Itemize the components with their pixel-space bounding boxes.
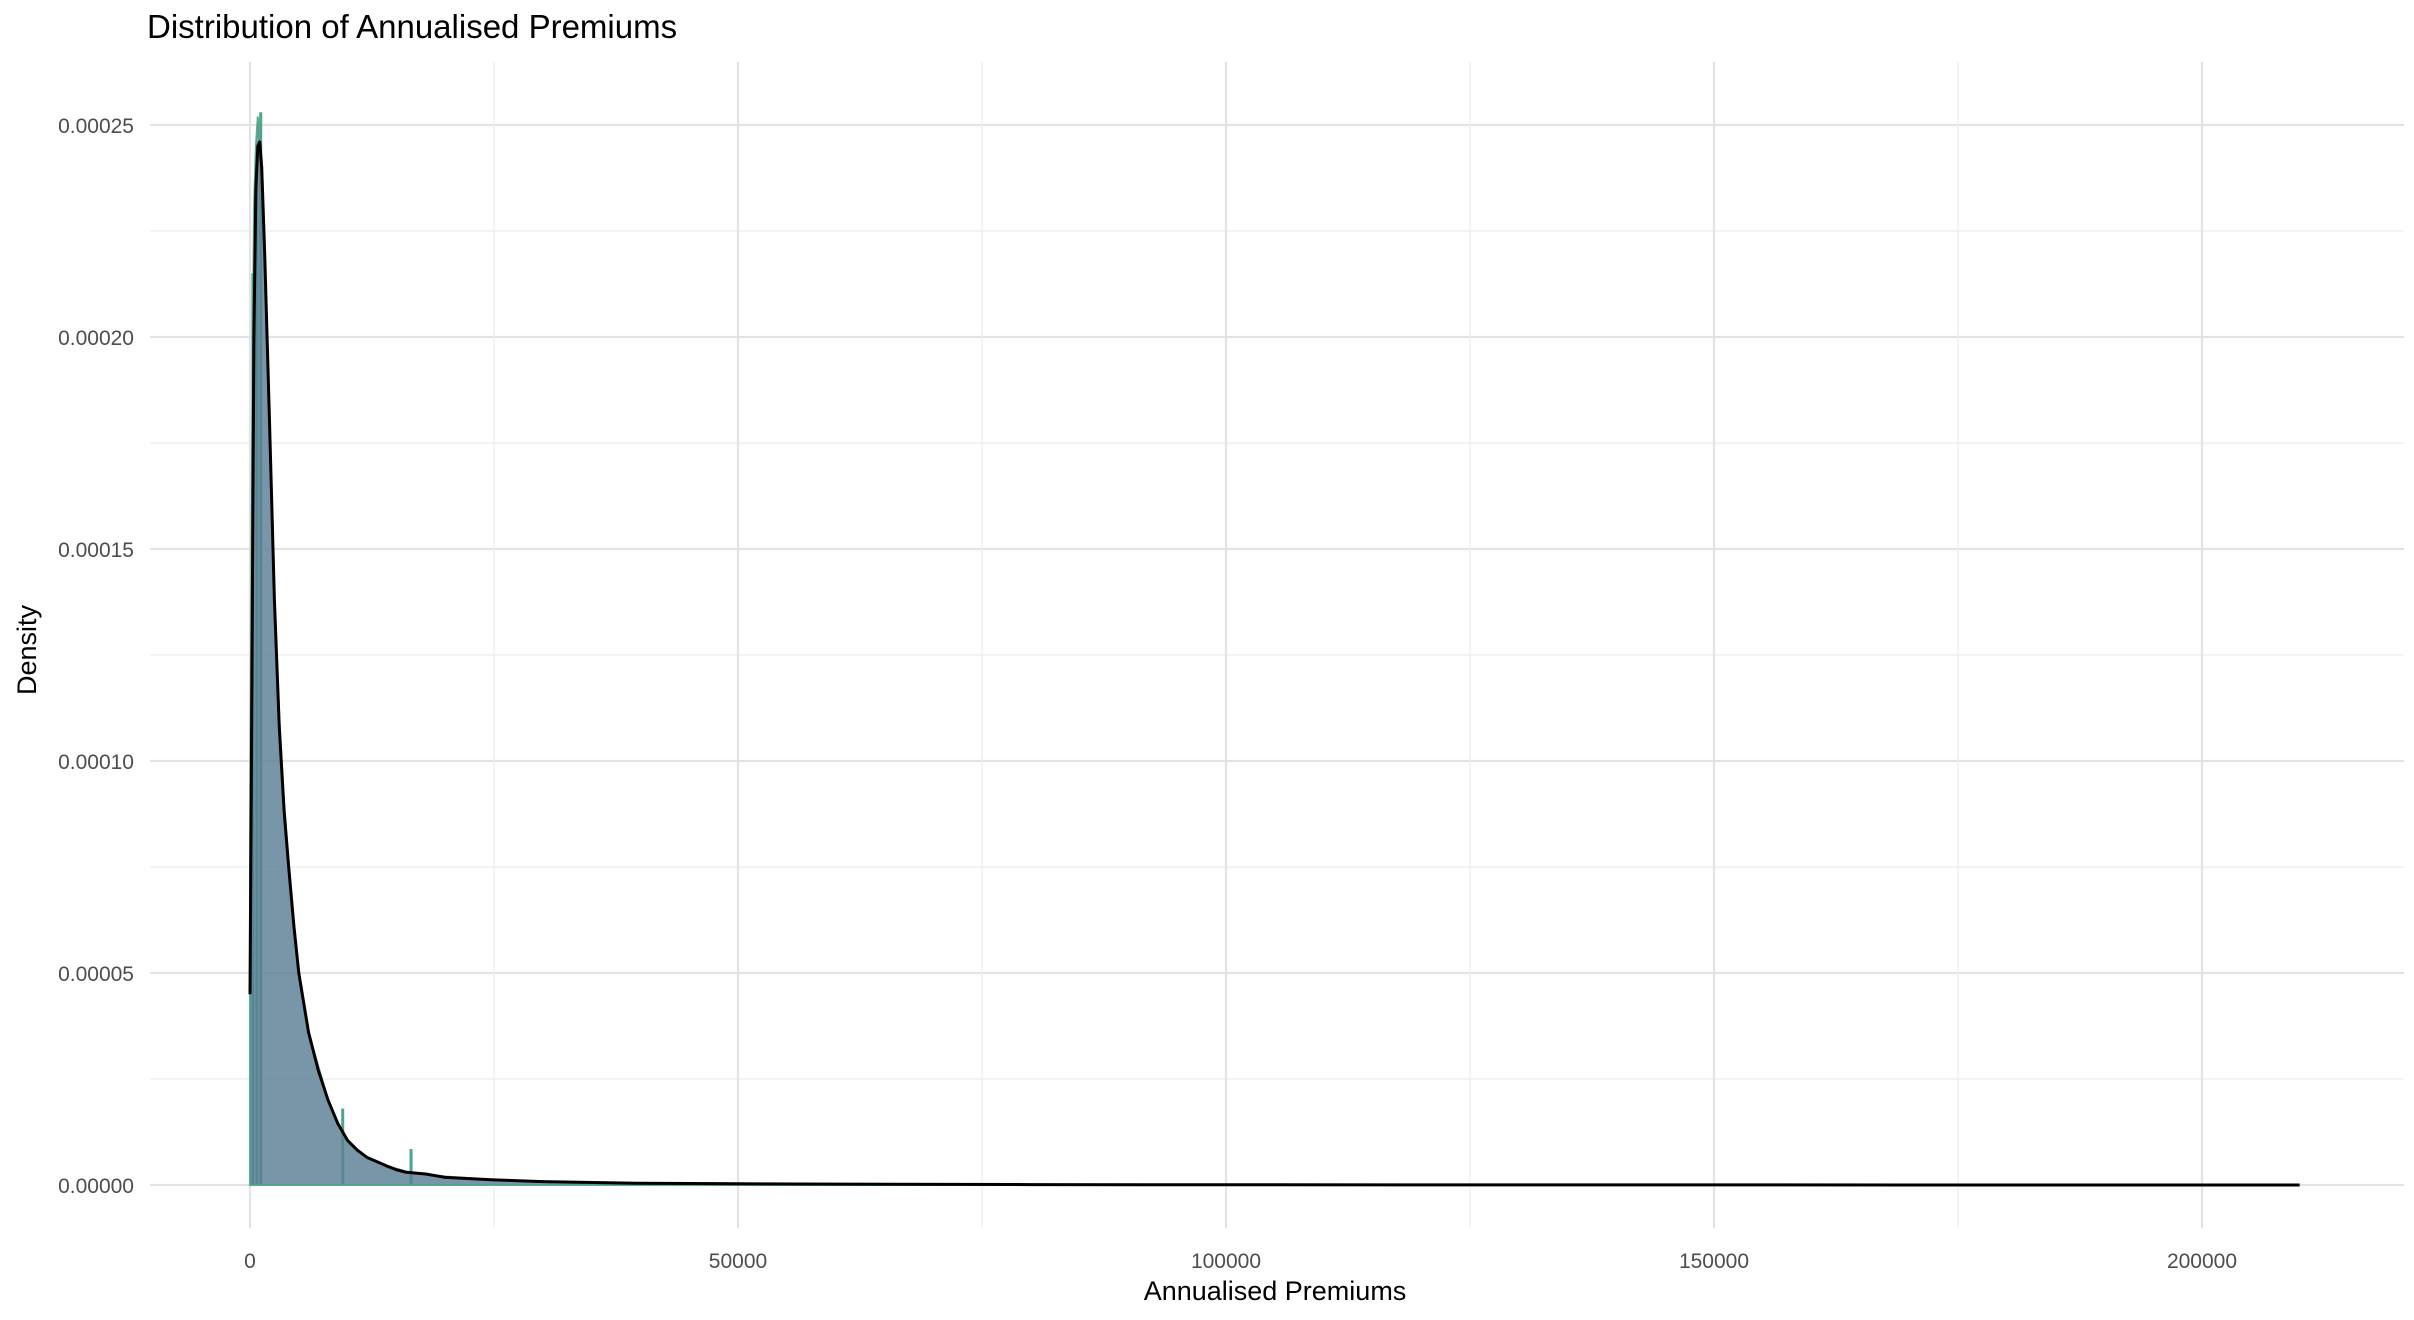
density-line	[248, 140, 2300, 1187]
y-tick-label: 0.00025	[58, 115, 134, 138]
gridlines	[150, 62, 2404, 1228]
x-tick-label: 0	[244, 1250, 256, 1273]
x-tick-label: 100000	[1191, 1250, 1261, 1273]
x-tick-label: 150000	[1679, 1250, 1749, 1273]
density-area	[249, 116, 2300, 1186]
y-axis-title: Density	[12, 604, 42, 695]
y-tick-label: 0.00000	[58, 1175, 134, 1198]
y-tick-label: 0.00005	[58, 963, 134, 986]
x-tick-label: 50000	[709, 1250, 767, 1273]
y-tick-label: 0.00010	[58, 751, 134, 774]
x-tick-label: 200000	[2167, 1250, 2237, 1273]
tick-labels: 0 50000 100000 150000 200000 0.00000 0.00005 0.…	[58, 115, 2237, 1273]
y-tick-label: 0.00015	[58, 539, 134, 562]
x-axis-title: Annualised Premiums	[1144, 1276, 1407, 1306]
chart-title: Distribution of Annualised Premiums	[147, 8, 677, 45]
y-tick-label: 0.00020	[58, 327, 134, 350]
